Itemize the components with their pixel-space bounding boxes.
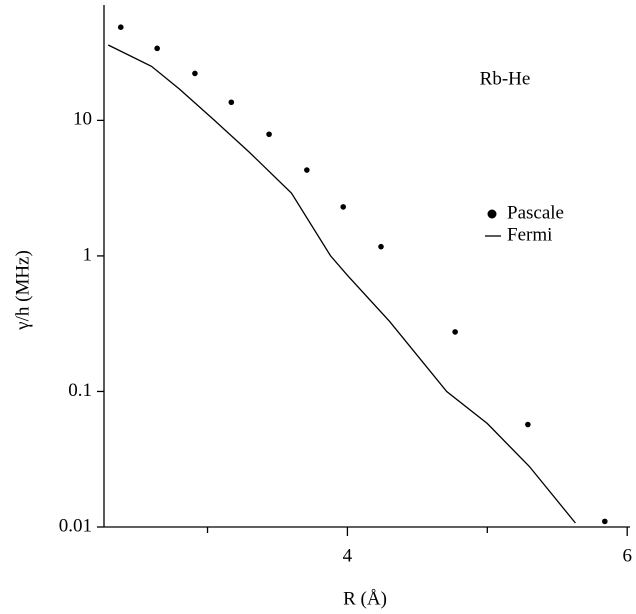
data-point [192,70,198,77]
y-tick-label: 0.1 [68,380,92,401]
y-tick-label: 10 [73,109,92,130]
data-line [107,44,576,524]
data-point [117,24,124,30]
legend-marker [487,209,497,219]
x-axis-label: R (Å) [343,588,387,609]
annotation: Rb-He [480,68,531,89]
data-point [602,518,608,525]
data-point [378,243,384,250]
data-point [525,421,531,428]
legend-label: Fermi [507,224,552,245]
data-point [154,45,160,52]
y-tick-label: 0.01 [59,515,92,536]
legend-label: Pascale [507,202,564,223]
y-axis-label: γ/h (MHz) [12,250,33,331]
data-point [452,329,458,335]
data-point [340,204,347,210]
x-tick-label: 6 [622,545,632,566]
data-point [266,131,272,138]
y-tick-label: 1 [83,244,93,265]
data-point [228,99,235,106]
data-point [304,167,310,173]
x-tick-label: 4 [343,545,353,566]
